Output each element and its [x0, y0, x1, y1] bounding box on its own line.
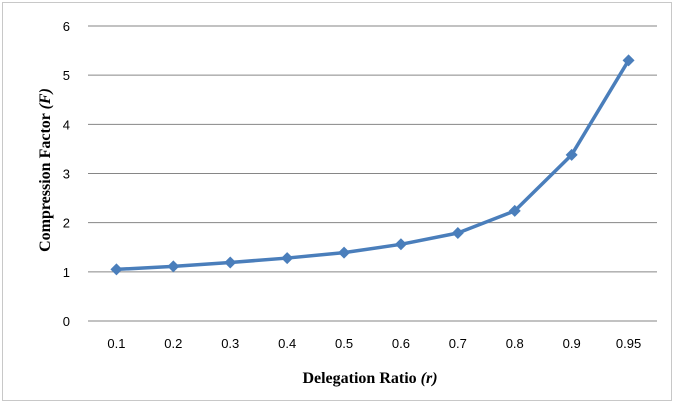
- x-tick-label: 0.4: [278, 336, 296, 351]
- x-tick-label: 0.1: [107, 336, 125, 351]
- data-point-marker: [508, 204, 521, 217]
- data-point-marker: [451, 226, 464, 239]
- x-tick-label: 0.3: [221, 336, 239, 351]
- x-tick-label: 0.95: [616, 336, 641, 351]
- x-tick-label: 0.5: [335, 336, 353, 351]
- data-point-marker: [167, 260, 180, 273]
- y-tick-label: 1: [63, 265, 70, 280]
- y-tick-label: 6: [63, 19, 70, 34]
- data-point-marker: [110, 263, 123, 276]
- x-tick-label: 0.8: [506, 336, 524, 351]
- x-tick-label: 0.7: [449, 336, 467, 351]
- data-point-marker: [622, 54, 635, 67]
- y-tick-label: 2: [63, 216, 70, 231]
- x-axis-title: Delegation Ratio (r): [302, 370, 437, 387]
- chart-frame: [2, 2, 672, 401]
- y-tick-label: 0: [63, 314, 70, 329]
- y-tick-label: 4: [63, 117, 70, 132]
- x-tick-label: 0.2: [164, 336, 182, 351]
- y-axis-title: Compression Factor (F): [37, 88, 54, 252]
- y-tick-label: 5: [63, 68, 70, 83]
- series-group: [110, 54, 635, 276]
- y-tick-labels: 0 1 2 3 4 5 6: [63, 19, 70, 329]
- data-point-marker: [565, 148, 578, 161]
- data-point-marker: [338, 246, 351, 259]
- y-tick-label: 3: [63, 167, 70, 182]
- series-line: [116, 59, 631, 272]
- data-point-marker: [394, 238, 407, 251]
- data-point-marker: [281, 252, 294, 265]
- x-tick-label: 0.9: [563, 336, 581, 351]
- data-point-marker: [224, 256, 237, 269]
- gridlines: [88, 25, 657, 322]
- x-tick-labels: 0.1 0.2 0.3 0.4 0.5 0.6 0.7 0.8 0.9 0.95: [107, 336, 641, 351]
- x-tick-label: 0.6: [392, 336, 410, 351]
